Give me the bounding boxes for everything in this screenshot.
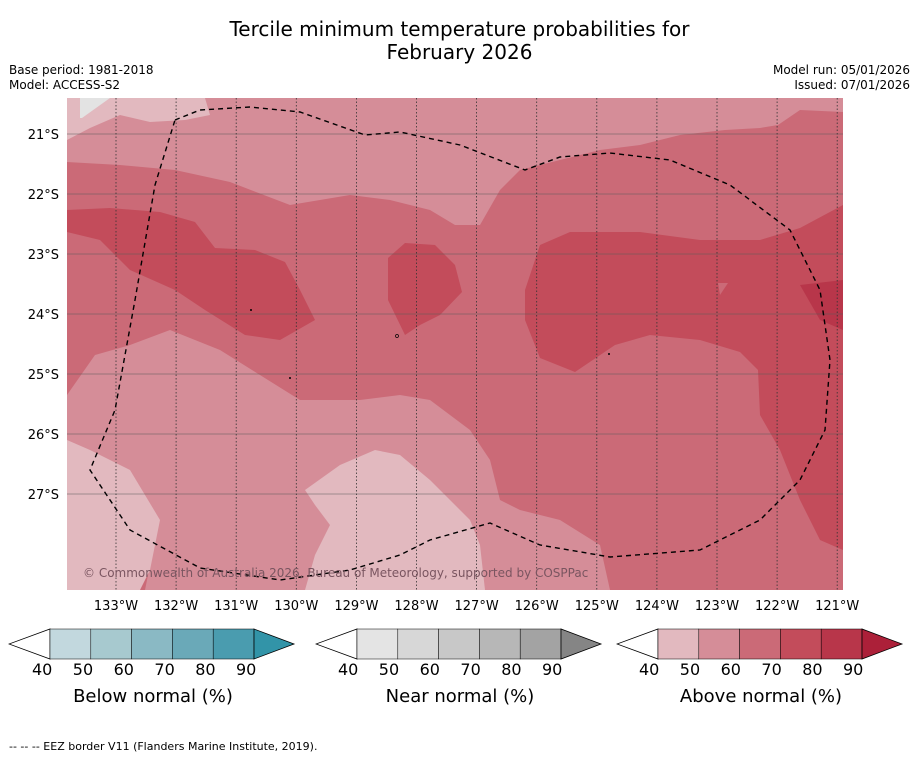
- legend-swatch: [172, 628, 214, 660]
- legend-swatch: [519, 628, 562, 660]
- legend-tick: 50: [72, 660, 94, 679]
- legend-min-triangle: [8, 628, 51, 660]
- eez-footnote: -- -- -- EEZ border V11 (Flanders Marine…: [9, 740, 318, 753]
- copyright-text: © Commonwealth of Australia 2026, Bureau…: [83, 566, 588, 580]
- lon-tick-label: 133°W: [94, 599, 138, 614]
- graticule: [67, 98, 843, 590]
- legend-tick: 70: [761, 660, 782, 679]
- legend-min-triangle: [315, 628, 358, 660]
- meta-right: Model run: 05/01/2026 Issued: 07/01/2026: [773, 63, 910, 93]
- latitude-labels: 21°S 22°S 23°S 24°S 25°S 26°S 27°S: [28, 128, 59, 503]
- region-above-50-north: [67, 98, 843, 225]
- legend-tick: 60: [720, 660, 741, 679]
- legend-max-triangle: [560, 628, 603, 660]
- legend-swatch: [479, 628, 521, 660]
- legend-tick: 50: [378, 660, 400, 679]
- island-marker: [395, 334, 399, 338]
- legend-above-label: Above normal (%): [679, 686, 843, 707]
- legend-swatch: [438, 628, 480, 660]
- lat-tick-label: 22°S: [28, 188, 59, 203]
- island-marker: [250, 309, 252, 311]
- issued-date: Issued: 07/01/2026: [794, 78, 910, 92]
- legend-swatch: [356, 628, 399, 660]
- region-above-70-east: [525, 205, 843, 550]
- region-above-40-north: [67, 98, 210, 140]
- legend-min-triangle: [616, 628, 659, 660]
- longitude-labels: 133°W 132°W 131°W 130°W 129°W 128°W 127°W 126°W…: [94, 599, 860, 614]
- region-above-40-west: [67, 440, 160, 590]
- legend-below-normal: [8, 628, 296, 660]
- legend-tick: 90: [542, 660, 563, 679]
- legend-tick: 40: [639, 660, 660, 679]
- lon-tick-label: 123°W: [695, 599, 739, 614]
- lon-tick-label: 130°W: [274, 599, 318, 614]
- lon-tick-label: 122°W: [755, 599, 799, 614]
- region-above-70-west: [67, 208, 315, 340]
- legend-tick: 90: [236, 660, 257, 679]
- map-title: Tercile minimum temperature probabilitie…: [0, 18, 919, 64]
- lon-tick-label: 131°W: [214, 599, 258, 614]
- legend-swatch: [212, 628, 255, 660]
- legend-swatch: [820, 628, 863, 660]
- map-title-line1: Tercile minimum temperature probabilitie…: [229, 17, 690, 41]
- model-name: Model: ACCESS-S2: [9, 78, 121, 92]
- legend-swatch: [131, 628, 173, 660]
- region-above-40-center: [305, 450, 485, 590]
- region-above-50-south: [67, 330, 610, 590]
- meta-left: Base period: 1981-2018 Model: ACCESS-S2: [9, 63, 154, 93]
- lon-tick-label: 121°W: [815, 599, 859, 614]
- legend-swatch: [780, 628, 822, 660]
- legend-max-triangle: [861, 628, 904, 660]
- legend-tick: 40: [338, 660, 359, 679]
- legend-swatch: [739, 628, 781, 660]
- island-marker: [608, 353, 610, 355]
- legend-tick: 80: [802, 660, 823, 679]
- legend-max-triangle: [253, 628, 296, 660]
- island-marker: [289, 377, 291, 379]
- legend-swatch: [698, 628, 740, 660]
- lon-tick-label: 124°W: [635, 599, 679, 614]
- legend-near-normal: [315, 628, 603, 660]
- probability-map: © Commonwealth of Australia 2026, Bureau…: [28, 98, 860, 614]
- lon-tick-label: 126°W: [515, 599, 559, 614]
- lat-tick-label: 25°S: [28, 368, 59, 383]
- legend-tick: 40: [32, 660, 53, 679]
- legend-tick: 70: [460, 660, 481, 679]
- legend-tick: 50: [679, 660, 701, 679]
- lon-tick-label: 125°W: [575, 599, 619, 614]
- legend-tick: 90: [843, 660, 864, 679]
- map-field: © Commonwealth of Australia 2026, Bureau…: [67, 98, 843, 590]
- lon-tick-label: 132°W: [154, 599, 198, 614]
- region-notch: [718, 283, 728, 295]
- region-above-70-center: [388, 243, 462, 335]
- legend-below-label: Below normal (%): [73, 686, 233, 707]
- region-near-40: [80, 98, 110, 118]
- legend-above-normal: [616, 628, 904, 660]
- lat-tick-label: 21°S: [28, 128, 59, 143]
- base-period: Base period: 1981-2018: [9, 63, 154, 77]
- legend-swatch: [49, 628, 92, 660]
- lat-tick-label: 23°S: [28, 248, 59, 263]
- legend-near-label: Near normal (%): [385, 686, 535, 707]
- legend-tick: 80: [195, 660, 216, 679]
- legend-tick: 60: [419, 660, 440, 679]
- eez-border: [89, 106, 831, 581]
- lon-tick-label: 129°W: [334, 599, 378, 614]
- lon-tick-label: 127°W: [455, 599, 499, 614]
- legend-tick: 70: [154, 660, 175, 679]
- lat-tick-label: 26°S: [28, 428, 59, 443]
- model-run: Model run: 05/01/2026: [772, 63, 910, 77]
- map-title-line2: February 2026: [386, 40, 533, 64]
- legend-tick: 60: [113, 660, 134, 679]
- lat-tick-label: 27°S: [28, 488, 59, 503]
- lon-tick-label: 128°W: [394, 599, 438, 614]
- legend-swatch: [397, 628, 439, 660]
- legend-swatch: [90, 628, 132, 660]
- legend-tick: 80: [501, 660, 522, 679]
- legend-swatch: [657, 628, 700, 660]
- lat-tick-label: 24°S: [28, 308, 59, 323]
